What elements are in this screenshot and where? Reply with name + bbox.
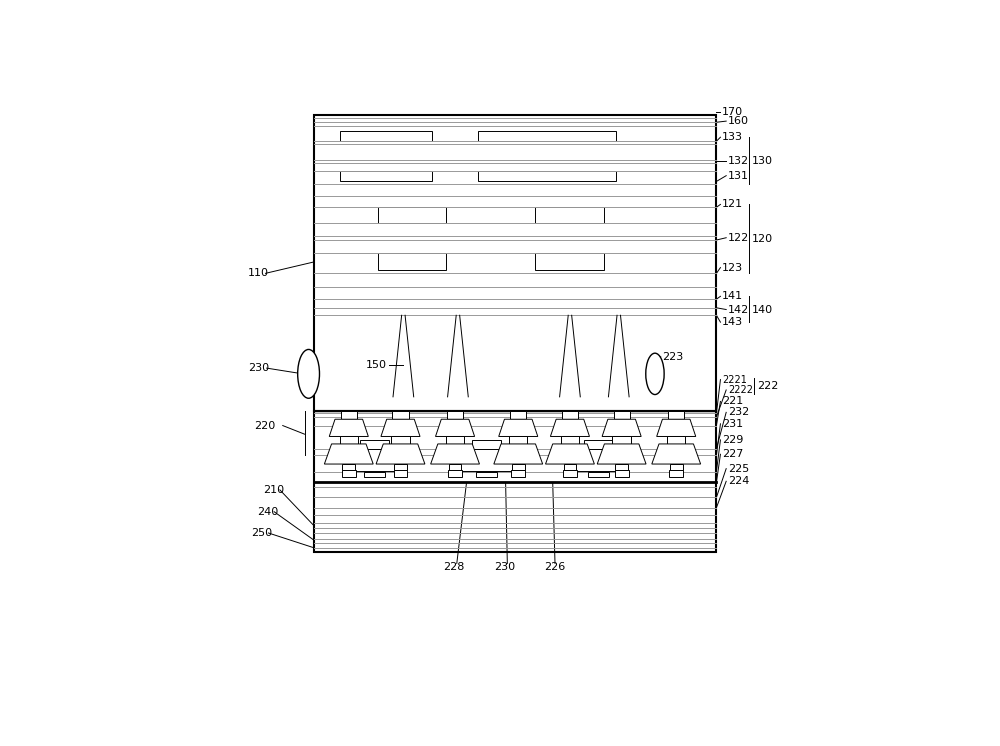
- Bar: [668, 411, 684, 419]
- Bar: [614, 411, 630, 419]
- Text: 229: 229: [722, 435, 744, 445]
- Text: 143: 143: [722, 317, 743, 327]
- Bar: [342, 470, 356, 477]
- Bar: [341, 411, 357, 419]
- Polygon shape: [381, 419, 420, 436]
- Bar: [669, 470, 683, 477]
- Polygon shape: [458, 448, 515, 471]
- Polygon shape: [657, 419, 696, 436]
- Bar: [314, 116, 716, 411]
- Text: 120: 120: [752, 233, 773, 244]
- Text: 140: 140: [752, 304, 773, 315]
- Bar: [478, 131, 616, 141]
- Text: 230: 230: [248, 363, 269, 373]
- Text: 224: 224: [728, 476, 749, 486]
- Bar: [378, 253, 446, 271]
- Text: 227: 227: [722, 449, 744, 460]
- Bar: [670, 464, 683, 470]
- Bar: [535, 207, 604, 223]
- Bar: [340, 131, 432, 141]
- Bar: [392, 411, 409, 419]
- Text: 210: 210: [263, 485, 284, 495]
- Text: 132: 132: [728, 157, 749, 166]
- Text: 222: 222: [757, 381, 778, 392]
- Text: 110: 110: [248, 269, 269, 278]
- Text: 240: 240: [257, 507, 278, 517]
- Bar: [588, 471, 609, 477]
- Polygon shape: [431, 444, 479, 464]
- Bar: [394, 464, 407, 470]
- Text: 121: 121: [722, 199, 743, 210]
- Text: 130: 130: [752, 157, 773, 166]
- Polygon shape: [597, 444, 646, 464]
- Text: 220: 220: [254, 421, 275, 430]
- Polygon shape: [602, 419, 641, 436]
- Polygon shape: [324, 444, 373, 464]
- Bar: [564, 464, 576, 470]
- Polygon shape: [494, 444, 543, 464]
- Polygon shape: [329, 419, 368, 436]
- Text: 228: 228: [444, 562, 465, 572]
- Text: 231: 231: [722, 419, 743, 429]
- Text: 225: 225: [728, 463, 749, 474]
- Bar: [340, 171, 432, 181]
- Bar: [342, 464, 355, 470]
- Bar: [478, 171, 616, 181]
- Polygon shape: [570, 448, 627, 471]
- Text: 160: 160: [728, 116, 749, 126]
- Bar: [448, 470, 462, 477]
- Bar: [364, 471, 385, 477]
- Bar: [615, 470, 629, 477]
- Bar: [394, 470, 407, 477]
- Bar: [563, 470, 577, 477]
- Bar: [535, 253, 604, 271]
- Ellipse shape: [298, 349, 319, 398]
- Bar: [340, 436, 358, 444]
- Text: 232: 232: [728, 407, 749, 417]
- Polygon shape: [550, 419, 589, 436]
- Bar: [562, 411, 578, 419]
- Bar: [584, 440, 613, 448]
- Bar: [476, 471, 497, 477]
- Text: 131: 131: [728, 171, 749, 181]
- Text: 2222: 2222: [728, 385, 753, 395]
- Bar: [449, 464, 461, 470]
- Polygon shape: [436, 419, 475, 436]
- Bar: [509, 436, 527, 444]
- Bar: [391, 436, 410, 444]
- Text: 133: 133: [722, 132, 743, 142]
- Text: 221: 221: [722, 396, 743, 407]
- Text: 123: 123: [722, 263, 743, 272]
- Text: 226: 226: [544, 562, 565, 572]
- Text: 170: 170: [722, 107, 743, 118]
- Polygon shape: [546, 444, 594, 464]
- Bar: [360, 440, 389, 448]
- Text: 250: 250: [251, 528, 272, 538]
- Bar: [447, 411, 463, 419]
- Bar: [512, 464, 525, 470]
- Polygon shape: [652, 444, 701, 464]
- Text: 2221: 2221: [722, 374, 747, 385]
- Bar: [615, 464, 628, 470]
- Bar: [612, 436, 631, 444]
- Text: 122: 122: [728, 233, 749, 242]
- Bar: [511, 470, 525, 477]
- Bar: [667, 436, 685, 444]
- Polygon shape: [376, 444, 425, 464]
- Text: 223: 223: [662, 351, 683, 362]
- Bar: [314, 411, 716, 552]
- Text: 150: 150: [366, 360, 387, 370]
- Text: 141: 141: [722, 291, 743, 301]
- Polygon shape: [346, 448, 403, 471]
- Ellipse shape: [646, 353, 664, 395]
- Polygon shape: [499, 419, 538, 436]
- Bar: [446, 436, 464, 444]
- Bar: [378, 207, 446, 223]
- Bar: [472, 440, 501, 448]
- Text: 230: 230: [494, 562, 515, 572]
- Bar: [561, 436, 579, 444]
- Bar: [510, 411, 526, 419]
- Text: 142: 142: [728, 304, 749, 315]
